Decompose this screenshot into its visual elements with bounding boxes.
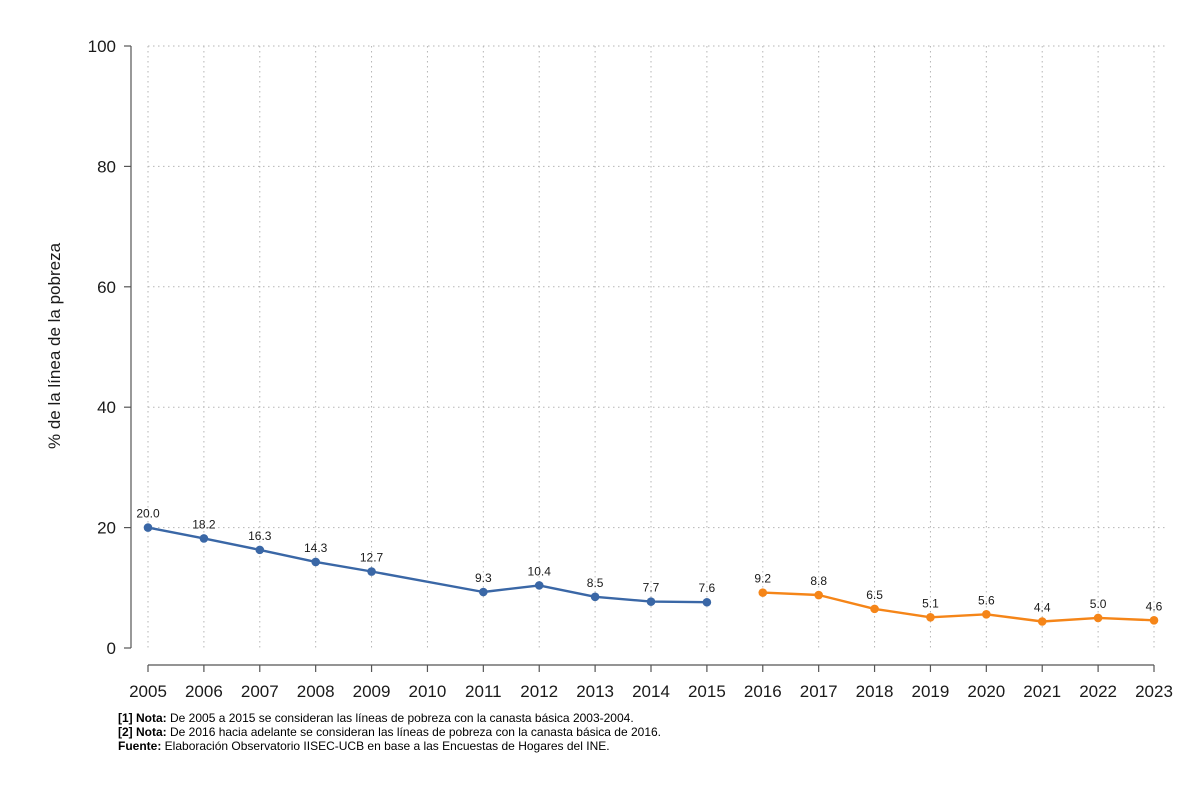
data-point (143, 523, 153, 532)
data-point (758, 588, 768, 597)
data-point (870, 604, 879, 614)
note-1: [1] Nota: De 2005 a 2015 se consideran l… (118, 711, 661, 725)
note-2-text: De 2016 hacia adelante se consideran las… (166, 725, 662, 739)
x-tick-label: 2019 (912, 682, 950, 700)
x-tick-label: 2008 (297, 682, 335, 700)
footnotes: [1] Nota: De 2005 a 2015 se consideran l… (118, 711, 661, 753)
y-tick-label: 80 (97, 157, 116, 176)
data-label: 4.6 (1146, 599, 1163, 613)
x-tick-label: 2016 (744, 682, 782, 700)
data-point (926, 612, 935, 622)
series-line (762, 591, 1155, 623)
data-label: 7.6 (699, 581, 716, 595)
data-label: 4.4 (1034, 601, 1051, 615)
x-tick-label: 2015 (688, 682, 726, 700)
data-label: 10.4 (528, 564, 552, 578)
data-point (814, 590, 823, 600)
data-point (646, 597, 656, 606)
data-point (367, 567, 376, 576)
data-label: 5.6 (978, 593, 995, 607)
data-label: 7.7 (643, 581, 660, 595)
x-tick-label: 2013 (576, 682, 614, 700)
data-point (702, 597, 712, 607)
x-tick-label: 2021 (1023, 682, 1061, 700)
data-point (311, 557, 320, 567)
x-tick-label: 2011 (465, 682, 502, 700)
x-tick-label: 2020 (967, 682, 1005, 700)
data-label: 12.7 (360, 551, 384, 565)
data-point (982, 609, 991, 619)
data-label: 6.5 (866, 588, 883, 602)
y-tick-label: 40 (97, 398, 116, 417)
grid-lines (147, 45, 1168, 648)
source-text: Elaboración Observatorio IISEC-UCB en ba… (161, 739, 610, 753)
note-2-label: [2] Nota: (118, 725, 167, 739)
data-point (534, 581, 544, 590)
data-point (1093, 613, 1103, 623)
series-line (147, 526, 707, 604)
data-label: 8.5 (587, 576, 604, 590)
data-point (479, 587, 488, 597)
data-label: 8.8 (810, 574, 827, 588)
y-tick-label: 20 (97, 519, 116, 538)
x-tick-label: 2006 (185, 682, 223, 700)
series-layer: 20.0 18.2 16.3 14.3 12.7 9.3 10.4 8.5 7.7 7.6 9.2 8… (136, 507, 1163, 626)
x-tick-label: 2017 (800, 682, 838, 700)
x-tick-label: 2023 (1135, 682, 1173, 700)
data-label: 20.0 (136, 507, 160, 521)
y-tick-label: 0 (107, 639, 116, 658)
x-tick-label: 2014 (632, 682, 670, 700)
x-tick-label: 2018 (856, 682, 894, 700)
x-tick-label: 2005 (129, 682, 167, 700)
series-2: 9.2 8.8 6.5 5.1 5.6 4.4 5.0 4.6 (754, 572, 1163, 626)
line-chart: 0 20 40 60 80 100 2005 2006 2007 2008 2009 2010 2011… (45, 37, 1173, 700)
axes: 0 20 40 60 80 100 2005 2006 2007 2008 2009 2010 2011… (88, 37, 1173, 700)
data-label: 5.1 (922, 596, 939, 610)
data-label: 16.3 (248, 529, 272, 543)
data-label: 9.3 (475, 571, 492, 585)
x-tick-label: 2007 (241, 682, 279, 700)
data-label: 14.3 (304, 541, 328, 555)
series-1: 20.0 18.2 16.3 14.3 12.7 9.3 10.4 8.5 7.7 7.6 (136, 507, 716, 607)
note-1-text: De 2005 a 2015 se consideran las líneas … (166, 711, 634, 725)
note-2: [2] Nota: De 2016 hacia adelante se cons… (118, 725, 661, 739)
note-1-label: [1] Nota: (118, 711, 167, 725)
y-axis-label: % de la línea de la pobreza (45, 242, 64, 449)
data-point (1037, 617, 1047, 626)
y-tick-label: 60 (97, 278, 116, 297)
data-label: 9.2 (754, 572, 771, 586)
data-point (255, 545, 265, 555)
data-label: 18.2 (192, 517, 216, 531)
source-note: Fuente: Elaboración Observatorio IISEC-U… (118, 739, 661, 753)
x-tick-label: 2009 (353, 682, 391, 700)
data-point (1149, 616, 1159, 625)
x-tick-label: 2010 (409, 682, 447, 700)
data-label: 5.0 (1090, 597, 1107, 611)
y-tick-label: 100 (88, 37, 116, 56)
x-tick-label: 2022 (1079, 682, 1117, 700)
source-label: Fuente: (118, 739, 162, 753)
x-tick-label: 2012 (520, 682, 558, 700)
data-point (590, 592, 600, 602)
data-point (199, 534, 209, 543)
